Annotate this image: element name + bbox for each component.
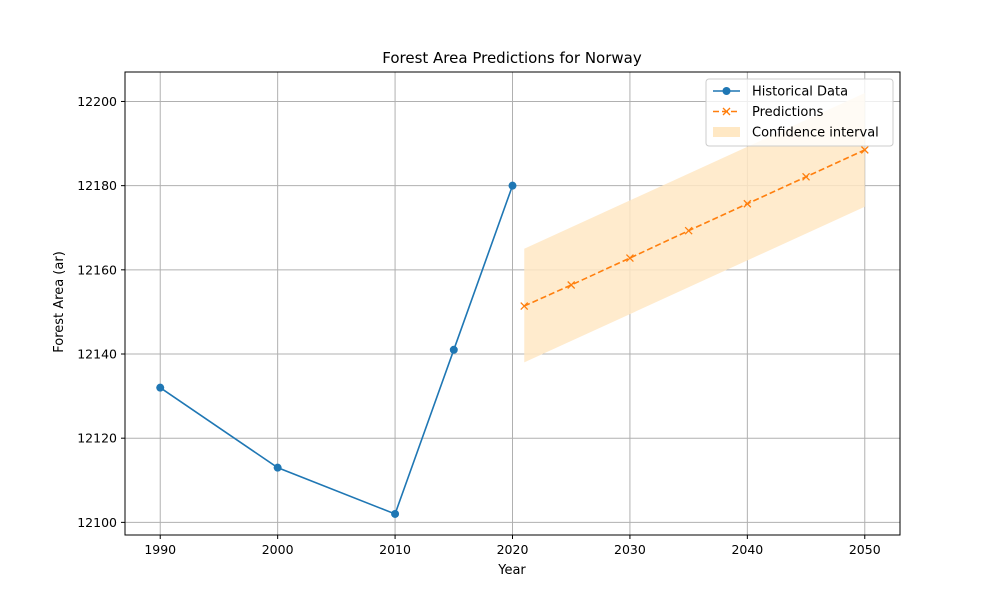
x-tick-label: 2040 (731, 542, 763, 557)
y-tick-label: 12160 (77, 262, 117, 277)
x-axis-label: Year (497, 563, 526, 578)
chart-title: Forest Area Predictions for Norway (382, 49, 642, 67)
y-tick-label: 12180 (77, 178, 117, 193)
series-layer (156, 145, 869, 518)
confidence-band (524, 93, 865, 363)
y-axis-label: Forest Area (ar) (52, 251, 67, 353)
x-tick-label: 2010 (379, 542, 411, 557)
x-tick-label: 1990 (144, 542, 176, 557)
historical-data-point (156, 383, 165, 392)
historical-data-point (449, 345, 458, 354)
x-tick-label: 2050 (849, 542, 881, 557)
historical-data-point (391, 509, 400, 518)
predictions-point (743, 199, 752, 208)
legend-item-historical-data: Historical Data (713, 85, 848, 100)
legend-item-confidence-interval: Confidence interval (713, 126, 879, 141)
y-tick-label: 12120 (77, 431, 117, 446)
confidence-band-layer (524, 93, 865, 363)
historical-data-line (159, 185, 514, 516)
legend-label: Confidence interval (752, 126, 879, 141)
x-tick-label: 2030 (614, 542, 646, 557)
predictions-point (860, 145, 869, 154)
legend-label: Predictions (752, 105, 824, 120)
ticks: 1990 2000 2010 2020 2030 2040 2050 12100 12120 12… (77, 94, 880, 557)
predictions-point (520, 302, 529, 310)
x-tick-label: 2020 (497, 542, 529, 557)
legend-label: Historical Data (752, 85, 848, 100)
legend: Historical Data Predictions Confidence int… (705, 78, 894, 147)
predictions-point (684, 226, 693, 235)
legend-marker (722, 107, 731, 116)
x-tick-label: 2000 (262, 542, 294, 557)
predictions-point (567, 281, 576, 289)
y-tick-label: 12140 (77, 347, 117, 362)
historical-data-point (273, 463, 282, 472)
y-tick-label: 12100 (77, 515, 117, 530)
predictions-point (625, 254, 634, 263)
predictions-point (802, 172, 811, 181)
legend-item-predictions: Predictions (713, 105, 824, 120)
y-tick-label: 12200 (77, 94, 117, 109)
historical-data-point (508, 181, 517, 190)
legend-swatch (713, 127, 740, 137)
legend-marker (722, 87, 731, 95)
legend-box (705, 78, 894, 147)
